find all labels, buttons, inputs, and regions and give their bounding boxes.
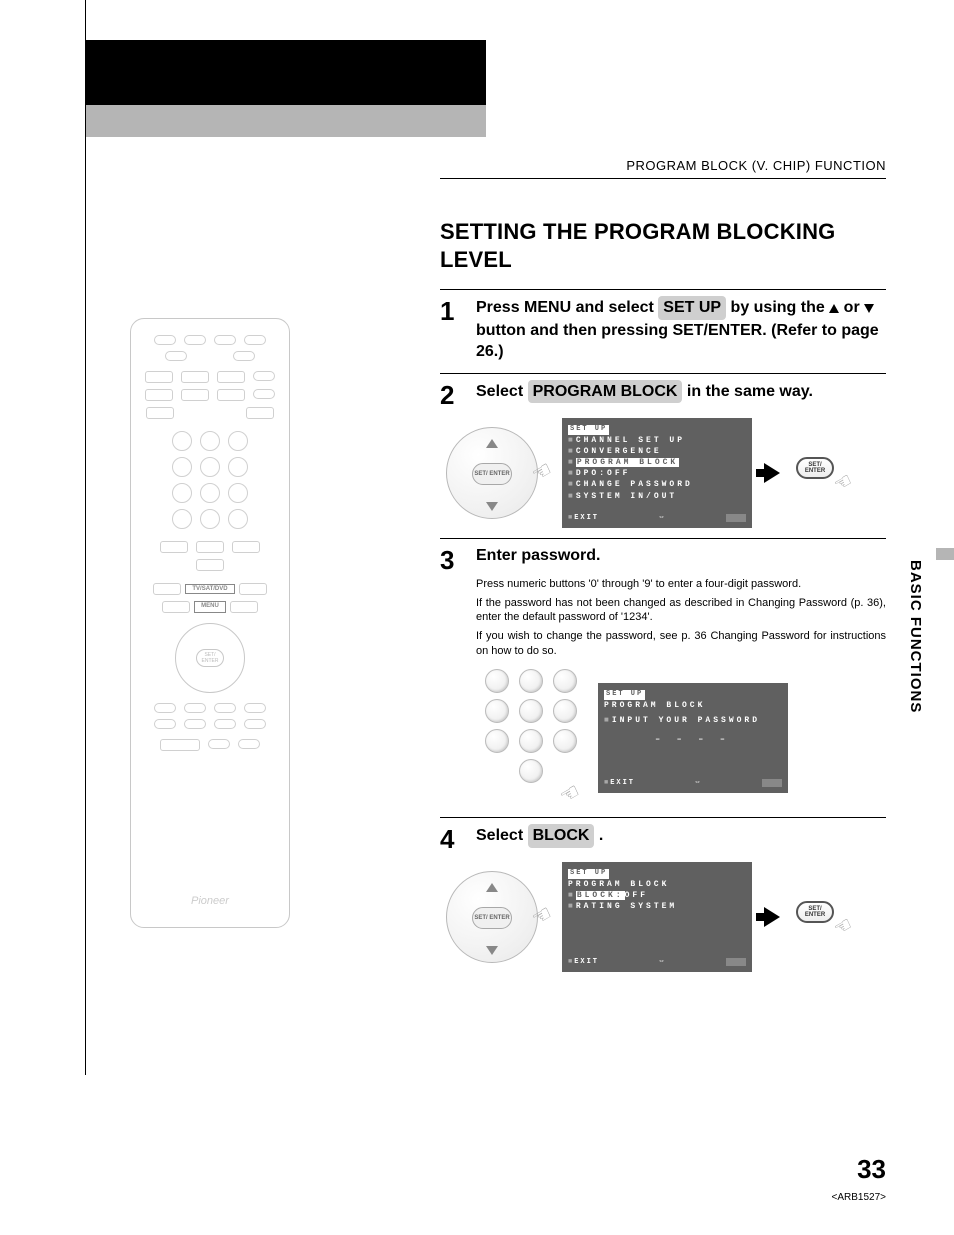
step-2-head: Select PROGRAM BLOCK in the same way. bbox=[476, 380, 886, 404]
osd1-title: SET UP bbox=[568, 425, 609, 435]
section-header: PROGRAM BLOCK (V. CHIP) FUNCTION bbox=[626, 158, 886, 173]
osd3-l3: RATING SYSTEM bbox=[576, 902, 677, 911]
osd1-l2: CONVERGENCE bbox=[576, 447, 662, 456]
dpad-down-icon bbox=[486, 502, 498, 511]
remote-dpad: SET/ ENTER bbox=[175, 623, 245, 693]
header-black-bar bbox=[86, 40, 486, 105]
step-4-pre: Select bbox=[476, 827, 528, 844]
step-1-post1: by using the bbox=[726, 299, 829, 316]
page-number: 33 bbox=[857, 1154, 886, 1185]
step-number: 1 bbox=[440, 296, 476, 363]
enter-button-figure: SET/ ENTER ☜ bbox=[792, 897, 848, 937]
step-1-head: Press MENU and select SET UP by using th… bbox=[476, 296, 886, 363]
osd2-l2: INPUT YOUR PASSWORD bbox=[612, 716, 760, 725]
step-2-post: in the same way. bbox=[682, 383, 812, 400]
pill-program-block: PROGRAM BLOCK bbox=[528, 380, 683, 404]
side-grey-tab bbox=[936, 548, 954, 560]
step-number: 4 bbox=[440, 824, 476, 852]
arrow-right-icon bbox=[764, 907, 780, 927]
step-4: 4 Select BLOCK . SET/ ENTER ☜ SET UP PRO… bbox=[440, 817, 886, 982]
dpad-up-icon bbox=[486, 439, 498, 448]
side-tab-label: BASIC FUNCTIONS bbox=[907, 560, 924, 713]
numpad-figure: ☜ bbox=[476, 669, 586, 807]
step-2-pre: Select bbox=[476, 383, 528, 400]
header-grey-bar bbox=[86, 105, 486, 137]
osd1-l6: SYSTEM IN/OUT bbox=[576, 492, 677, 501]
step-1: 1 Press MENU and select SET UP by using … bbox=[440, 289, 886, 373]
step-number: 2 bbox=[440, 380, 476, 408]
osd3-title: SET UP bbox=[568, 869, 609, 879]
header-rule bbox=[440, 178, 886, 179]
step-number: 3 bbox=[440, 545, 476, 573]
osd3-l2: BLOCK: bbox=[576, 891, 625, 900]
step-3-p1: Press numeric buttons '0' through '9' to… bbox=[440, 577, 886, 592]
dpad-center-label: SET/ ENTER bbox=[472, 463, 512, 485]
pill-block: BLOCK bbox=[528, 824, 595, 848]
step-2: 2 Select PROGRAM BLOCK in the same way. … bbox=[440, 373, 886, 538]
step-3: 3 Enter password. Press numeric buttons … bbox=[440, 538, 886, 817]
dpad-figure: SET/ ENTER ☜ bbox=[440, 425, 550, 521]
step-1-post2: or bbox=[839, 299, 864, 316]
osd3-exit: EXIT bbox=[574, 958, 599, 966]
pill-setup: SET UP bbox=[658, 296, 726, 320]
page-title: SETTING THE PROGRAM BLOCKING LEVEL bbox=[440, 218, 886, 273]
osd3-l1: PROGRAM BLOCK bbox=[568, 880, 669, 889]
remote-menu-label: MENU bbox=[194, 601, 226, 613]
osd1-l4: DPO:OFF bbox=[576, 469, 631, 478]
step-3-p3: If you wish to change the password, see … bbox=[440, 629, 886, 659]
content-column: SETTING THE PROGRAM BLOCKING LEVEL 1 Pre… bbox=[440, 218, 886, 982]
osd3-l2b: OFF bbox=[625, 891, 648, 900]
dpad-figure: SET/ ENTER ☜ bbox=[440, 869, 550, 965]
osd-setup-menu: SET UP ■CHANNEL SET UP ■CONVERGENCE ■PRO… bbox=[562, 418, 752, 528]
step-1-pre: Press MENU and select bbox=[476, 299, 658, 316]
dpad-center-label: SET/ ENTER bbox=[472, 907, 512, 929]
osd1-l1: CHANNEL SET UP bbox=[576, 436, 685, 445]
dpad-up-icon bbox=[486, 883, 498, 892]
osd1-l5: CHANGE PASSWORD bbox=[576, 480, 693, 489]
step-4-head: Select BLOCK . bbox=[476, 824, 886, 848]
osd2-exit: EXIT bbox=[610, 779, 635, 787]
osd2-l1: PROGRAM BLOCK bbox=[604, 701, 705, 710]
up-arrow-icon bbox=[829, 304, 839, 313]
osd2-dashes: – – – – bbox=[604, 734, 782, 745]
remote-brand: Pioneer bbox=[191, 895, 229, 907]
step-2-figures: SET/ ENTER ☜ SET UP ■CHANNEL SET UP ■CON… bbox=[440, 418, 886, 528]
step-4-figures: SET/ ENTER ☜ SET UP PROGRAM BLOCK ■BLOCK… bbox=[440, 862, 886, 972]
down-arrow-icon bbox=[864, 304, 874, 313]
step-4-post: . bbox=[594, 827, 603, 844]
page-left-rule bbox=[85, 0, 86, 1075]
document-code: <ARB1527> bbox=[832, 1192, 887, 1203]
step-3-p2: If the password has not been changed as … bbox=[440, 596, 886, 626]
arrow-right-icon bbox=[764, 463, 780, 483]
step-1-post3: button and then pressing SET/ENTER. (Ref… bbox=[476, 322, 879, 361]
osd2-title: SET UP bbox=[604, 690, 645, 700]
step-3-head: Enter password. bbox=[476, 545, 886, 567]
osd-block-menu: SET UP PROGRAM BLOCK ■BLOCK:OFF ■RATING … bbox=[562, 862, 752, 972]
remote-dpad-center: SET/ ENTER bbox=[196, 649, 224, 667]
osd1-exit: EXIT bbox=[574, 514, 599, 522]
remote-illustration: TV/SAT/DVD MENU SET/ ENTER Pioneer bbox=[130, 318, 290, 928]
step-3-figures: ☜ SET UP PROGRAM BLOCK ■INPUT YOUR PASSW… bbox=[440, 669, 886, 807]
osd1-l3: PROGRAM BLOCK bbox=[576, 458, 679, 467]
dpad-down-icon bbox=[486, 946, 498, 955]
remote-mode-label: TV/SAT/DVD bbox=[185, 584, 234, 594]
osd-password: SET UP PROGRAM BLOCK ■INPUT YOUR PASSWOR… bbox=[598, 683, 788, 793]
enter-button-figure: SET/ ENTER ☜ bbox=[792, 453, 848, 493]
